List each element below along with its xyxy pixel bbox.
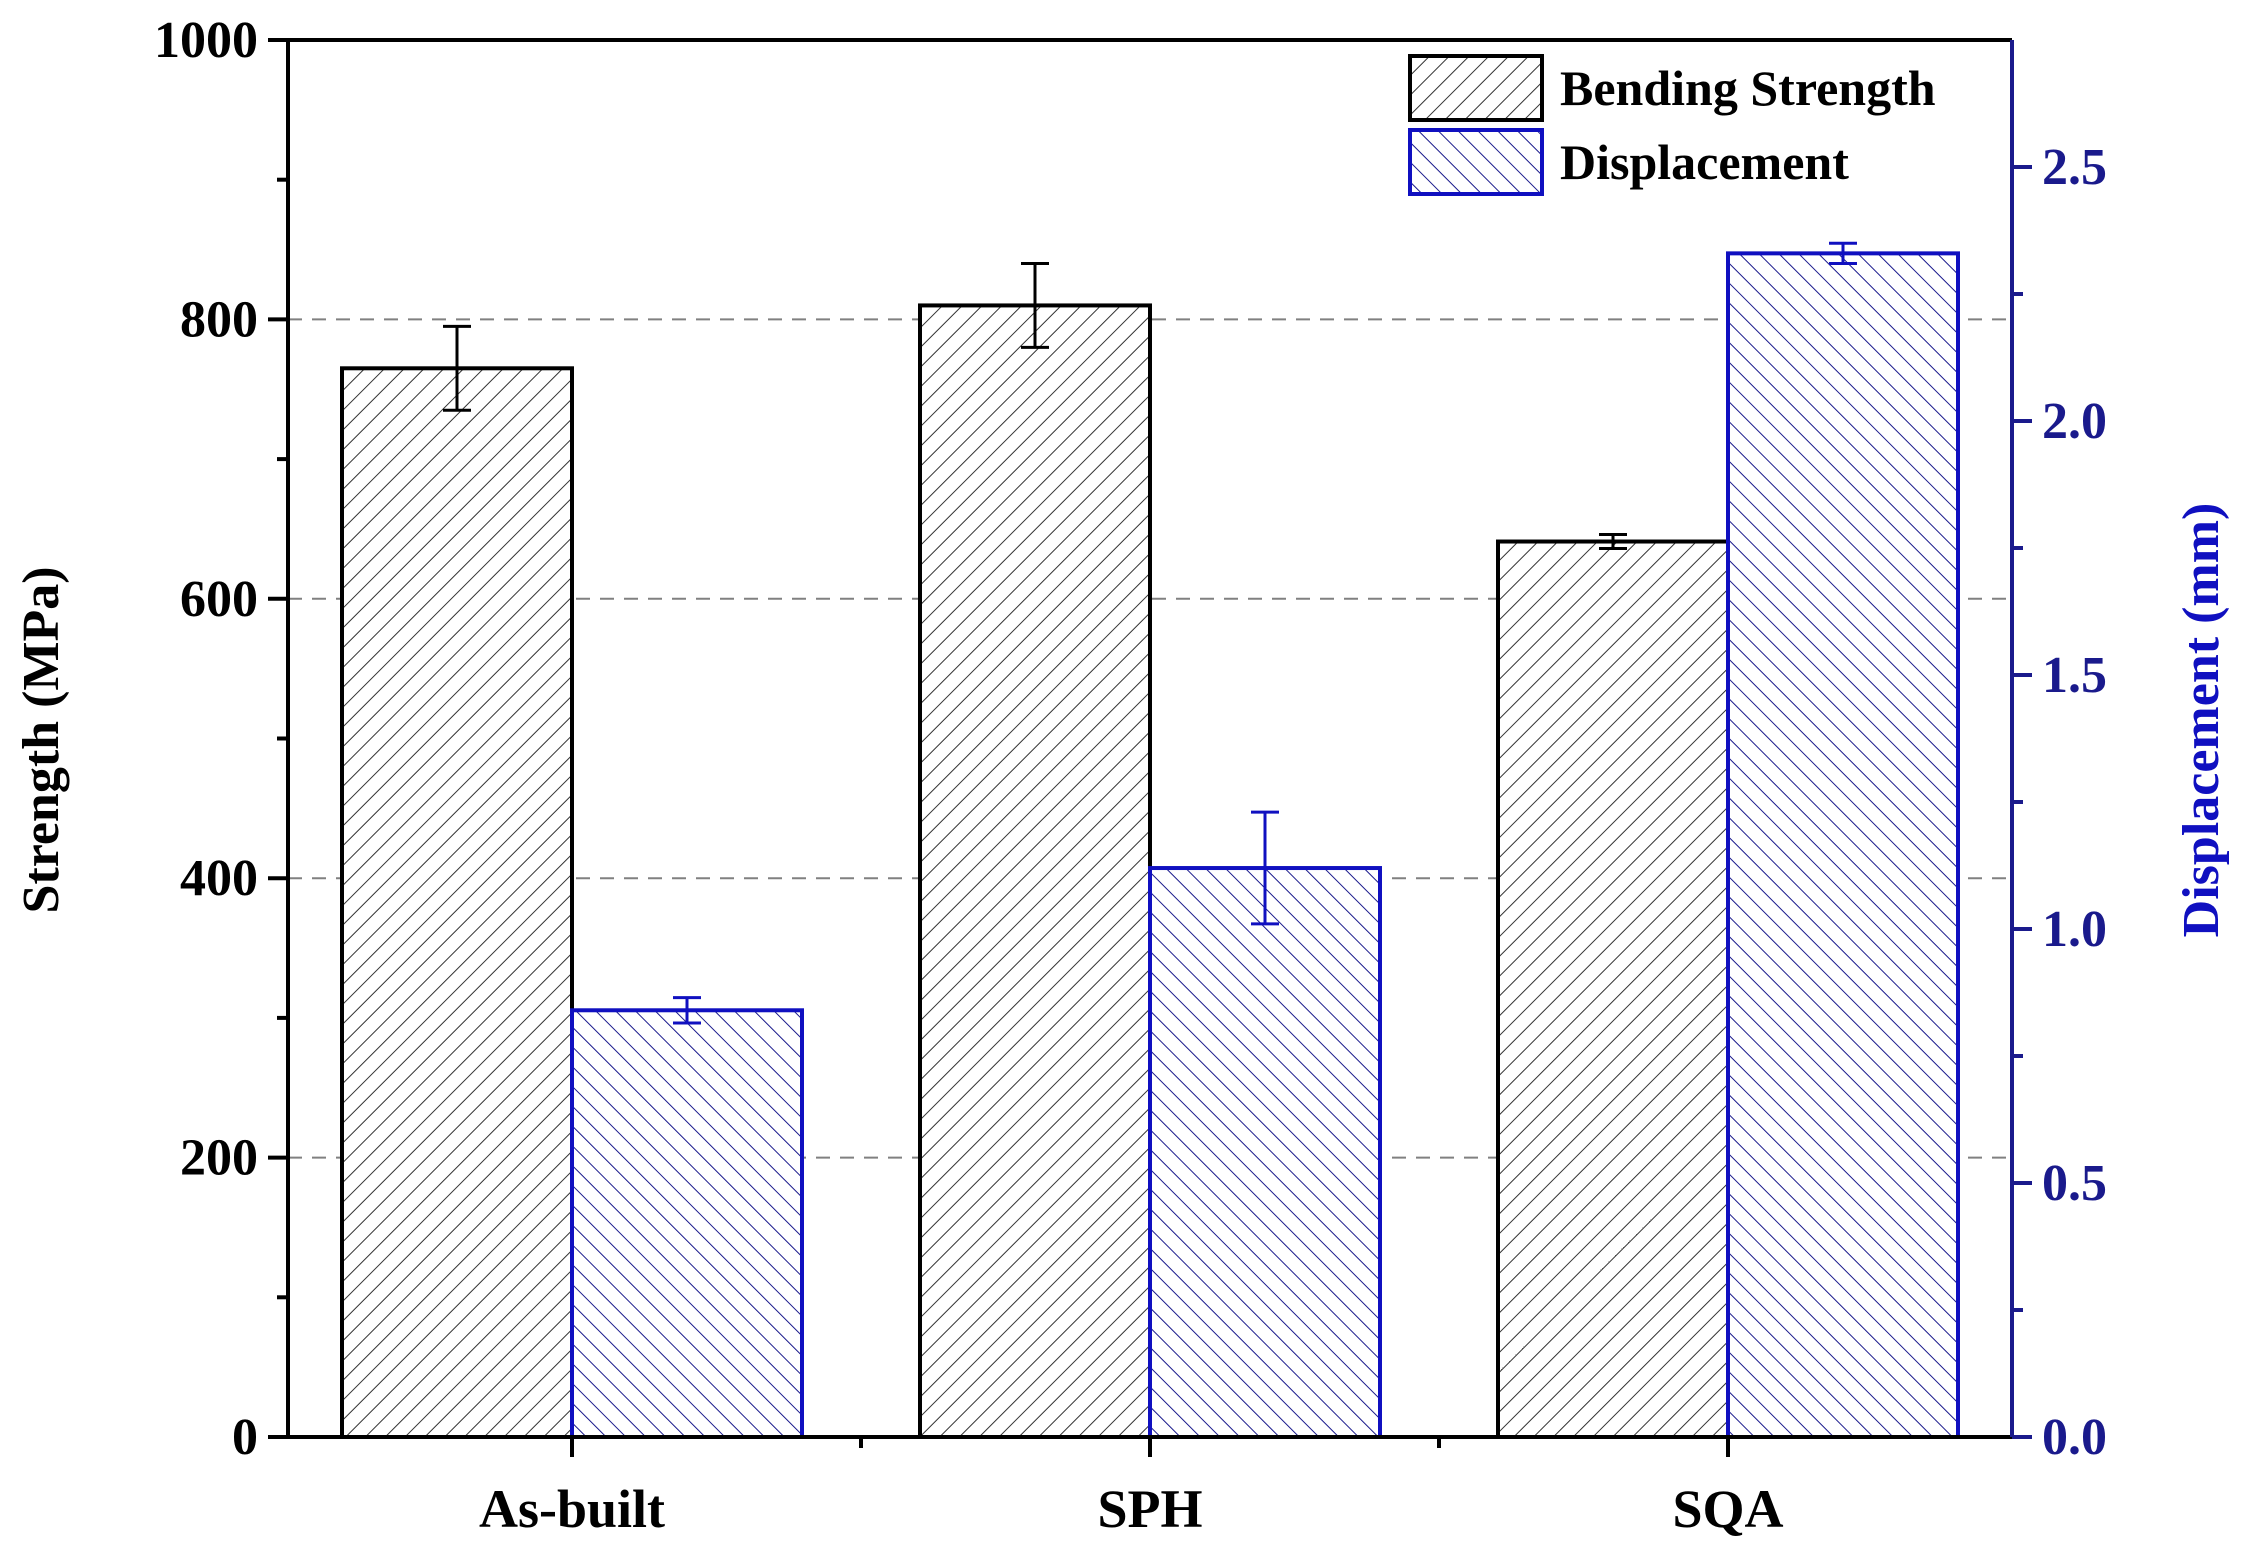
x-tick-label: SQA: [1672, 1479, 1783, 1539]
right-tick-label: 1.5: [2042, 647, 2107, 704]
x-axis-ticks: As-built SPH SQA: [479, 1437, 1784, 1539]
right-tick-label: 2.5: [2042, 139, 2107, 196]
right-axis-ticks: 0.0 0.5 1.0 1.5 2.0 2.5: [2012, 139, 2107, 1466]
right-tick-label: 0.5: [2042, 1155, 2107, 1212]
legend-label-strength: Bending Strength: [1560, 60, 1936, 116]
bar-displacement: [570, 1008, 804, 1440]
x-tick-label: SPH: [1097, 1479, 1202, 1539]
bar-strength: [340, 366, 574, 1439]
bar-strength: [918, 303, 1152, 1439]
y-axis-title: Strength (MPa): [13, 566, 70, 913]
y2-axis-title: Displacement (mm): [2173, 503, 2230, 938]
error-bars-group: [443, 241, 1857, 1025]
legend: Bending Strength Displacement: [1408, 54, 1936, 196]
left-axis-ticks: 0 200 400 600 800 1000: [154, 12, 288, 1466]
bar-displacement: [1148, 866, 1382, 1439]
left-tick-label: 200: [180, 1130, 258, 1187]
bar-displacement: [1726, 251, 1960, 1440]
left-tick-label: 600: [180, 571, 258, 628]
right-tick-label: 2.0: [2042, 393, 2107, 450]
legend-swatch-strength: [1408, 54, 1544, 122]
right-tick-label: 0.0: [2042, 1409, 2107, 1466]
right-tick-label: 1.0: [2042, 901, 2107, 958]
left-tick-label: 0: [232, 1409, 258, 1466]
x-tick-label: As-built: [479, 1479, 665, 1539]
legend-label-displacement: Displacement: [1560, 134, 1849, 190]
bars-group: [340, 251, 1960, 1440]
legend-swatch-displacement: [1408, 128, 1544, 196]
left-tick-label: 1000: [154, 12, 258, 69]
bar-strength: [1496, 539, 1730, 1439]
left-tick-label: 400: [180, 850, 258, 907]
left-tick-label: 800: [180, 291, 258, 348]
